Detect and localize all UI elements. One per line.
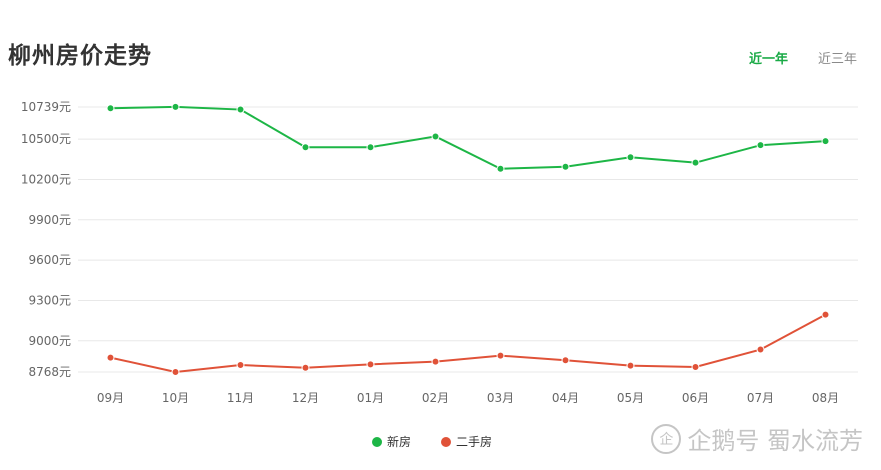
price-trend-chart: 10739元 10500元 10200元 9900元 9600元 9300元 9000元 87… — [21, 100, 858, 405]
data-point-new — [366, 143, 375, 152]
chart-legend: 新房 二手房 — [372, 433, 492, 450]
x-tick-label: 09月 — [97, 391, 124, 405]
range-tabs: 近一年 近三年 — [749, 48, 857, 67]
data-point-new — [496, 164, 505, 173]
data-point-second — [561, 356, 570, 365]
legend-label-second: 二手房 — [456, 435, 493, 449]
data-point-new — [431, 132, 440, 141]
y-tick-label: 10500元 — [21, 132, 71, 146]
legend-item-second[interactable]: 二手房 — [441, 433, 492, 450]
data-point-new — [626, 153, 635, 162]
data-point-new — [756, 141, 765, 150]
data-point-second — [496, 351, 505, 360]
y-tick-label: 8768元 — [28, 365, 71, 379]
y-tick-label: 9000元 — [28, 334, 71, 348]
data-point-new — [236, 105, 245, 114]
watermark-text: 企鹅号 蜀水流芳 — [687, 427, 863, 455]
x-tick-label: 12月 — [292, 391, 319, 405]
data-point-new — [561, 162, 570, 171]
y-tick-label: 10200元 — [21, 172, 71, 186]
y-tick-label: 9300元 — [28, 293, 71, 307]
data-point-new — [691, 158, 700, 167]
data-point-new — [821, 137, 830, 146]
tab-one-year[interactable]: 近一年 — [748, 52, 788, 67]
series-line-second — [110, 313, 826, 374]
watermark: 企 企鹅号 蜀水流芳 — [651, 421, 863, 456]
x-tick-label: 11月 — [227, 391, 254, 405]
data-point-new — [301, 143, 310, 152]
x-tick-label: 10月 — [162, 391, 189, 405]
legend-item-new[interactable]: 新房 — [372, 433, 411, 450]
tab-three-years[interactable]: 近三年 — [817, 52, 857, 67]
x-tick-label: 02月 — [422, 391, 449, 405]
x-tick-label: 01月 — [357, 391, 384, 405]
legend-dot-new — [372, 436, 382, 447]
data-point-second — [691, 363, 700, 372]
data-point-new — [106, 104, 115, 113]
data-point-second — [171, 368, 180, 376]
y-tick-label: 9600元 — [28, 253, 71, 267]
penguin-logo-icon: 企 — [651, 423, 682, 454]
y-tick-label: 9900元 — [28, 213, 71, 227]
data-point-new — [171, 102, 180, 111]
y-tick-label: 10739元 — [21, 100, 71, 114]
data-point-second — [821, 310, 830, 319]
data-point-second — [301, 363, 310, 372]
legend-dot-second — [441, 436, 452, 447]
x-tick-label: 05月 — [617, 391, 644, 405]
x-tick-label: 08月 — [812, 391, 839, 405]
data-point-second — [431, 357, 440, 366]
series-line-new — [110, 105, 826, 170]
x-tick-label: 04月 — [552, 391, 579, 405]
page-title: 柳州房价走势 — [8, 43, 152, 69]
data-point-second — [756, 345, 765, 354]
data-point-second — [236, 361, 245, 370]
legend-label-new: 新房 — [387, 435, 412, 449]
data-point-second — [366, 360, 375, 369]
data-point-second — [106, 353, 115, 362]
data-point-second — [626, 361, 635, 370]
x-tick-label: 06月 — [682, 391, 709, 405]
x-tick-label: 07月 — [747, 391, 774, 405]
x-tick-label: 03月 — [487, 391, 514, 405]
